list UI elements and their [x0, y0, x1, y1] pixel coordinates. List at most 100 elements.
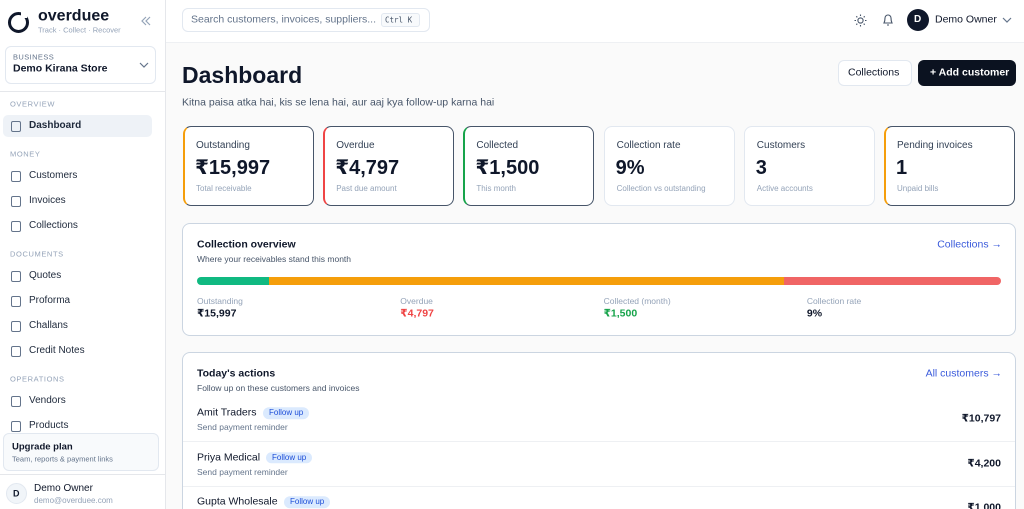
user-area[interactable]: [0, 474, 165, 509]
business-switcher[interactable]: [5, 46, 156, 84]
nav-item[interactable]: Collections: [29, 220, 78, 231]
logo: [8, 12, 29, 33]
stat-label: Collected: [476, 140, 519, 151]
brand: overduee: [38, 7, 110, 25]
nav-section-label: MONEY: [10, 149, 41, 159]
topbar-initial: D: [914, 14, 922, 25]
actions-subtitle: Follow up on these customers and invoice…: [197, 382, 360, 393]
status-tag: Follow up: [266, 451, 313, 464]
stat-label: Overdue: [336, 140, 375, 151]
stat-card: [323, 126, 455, 206]
stat-card: [884, 126, 1015, 206]
bar-outstanding: [269, 277, 784, 285]
shortcut-badge: [381, 13, 420, 27]
overview-label: Outstanding: [197, 295, 243, 306]
nav-item[interactable]: Vendors: [29, 395, 66, 406]
collection-bar: [197, 277, 1001, 285]
collections-button[interactable]: [838, 60, 912, 86]
stat-label: Outstanding: [196, 140, 250, 151]
action-note: Send payment reminder: [197, 421, 288, 432]
stat-note: Active accounts: [756, 184, 813, 194]
customer-name[interactable]: Priya Medical: [197, 451, 261, 464]
stat-value: ₹15,997: [195, 157, 271, 179]
topbar-avatar[interactable]: [907, 9, 929, 31]
stat-value: ₹1,500: [475, 157, 540, 179]
stat-note: This month: [476, 184, 516, 194]
user-name: Demo Owner: [34, 483, 93, 494]
overview-label: Collected (month): [603, 295, 671, 306]
button-label[interactable]: + Add customer: [930, 66, 1010, 79]
page-subtitle: Kitna paisa atka hai, kis se lena hai, a…: [182, 96, 495, 109]
upgrade-title: Upgrade plan: [12, 441, 73, 453]
tagline: Track · Collect · Recover: [38, 25, 121, 35]
actions-card: [182, 352, 1016, 509]
overview-label: Collection rate: [806, 295, 862, 306]
upgrade-box[interactable]: [3, 433, 159, 471]
status-tag: Follow up: [284, 496, 331, 509]
shortcut: Ctrl K: [385, 15, 413, 25]
nav-item[interactable]: Products: [29, 420, 69, 431]
status-tag: Follow up: [263, 407, 310, 419]
overview-value: ₹1,500: [603, 307, 638, 320]
amount: ₹10,797: [961, 412, 1001, 425]
nav-item[interactable]: Proforma: [29, 295, 71, 306]
main: Search customers, invoices, suppliers...…: [166, 0, 1024, 509]
bar-collected: [197, 277, 270, 285]
user-chevron[interactable]: [1002, 16, 1012, 24]
nav-item[interactable]: Credit Notes: [29, 345, 85, 356]
nav-active[interactable]: [3, 115, 152, 137]
business-name: Demo Kirana Store: [13, 62, 108, 75]
customer-name[interactable]: Gupta Wholesale: [197, 496, 278, 509]
stat-card: [743, 126, 875, 206]
collapse-icon[interactable]: [140, 15, 152, 27]
nav-icon: [11, 196, 21, 207]
upgrade-text: Team, reports & payment links: [12, 454, 113, 464]
overview-title: Collection overview: [197, 238, 296, 251]
business-label: BUSINESS: [13, 52, 55, 62]
add-customer-button[interactable]: [918, 60, 1016, 86]
overview-value: ₹4,797: [400, 307, 434, 320]
actions-title: Today's actions: [197, 367, 276, 380]
nav-icon: [11, 321, 21, 332]
topbar-user-name: Demo Owner: [935, 13, 997, 26]
nav-item[interactable]: Quotes: [29, 270, 62, 281]
row-divider: [183, 441, 1015, 442]
overview-value: ₹15,997: [197, 307, 237, 320]
page-title: Dashboard: [182, 62, 303, 89]
stat-note: Total receivable: [196, 184, 252, 194]
nav-section-label: OPERATIONS: [10, 374, 65, 384]
button-label[interactable]: Collections: [848, 66, 900, 79]
overview-subtitle: Where your receivables stand this month: [197, 253, 352, 264]
user-email: demo@overduee.com: [34, 496, 113, 506]
search-placeholder: Search customers, invoices, suppliers...: [191, 13, 376, 26]
nav-icon: [11, 221, 21, 232]
sidebar: overduee Track · Collect · Recover BUSINES…: [0, 0, 166, 509]
actions-link[interactable]: All customers →: [925, 367, 1002, 380]
customer-name[interactable]: Amit Traders: [197, 406, 257, 419]
nav-section-label: DOCUMENTS: [10, 249, 64, 259]
action-note: Send payment reminder: [197, 466, 288, 477]
theme-toggle[interactable]: [854, 14, 867, 27]
nav-item[interactable]: Customers: [29, 170, 78, 181]
stat-value: ₹4,797: [335, 157, 400, 179]
row-divider: [183, 486, 1015, 487]
nav-icon: [11, 296, 21, 307]
stat-card: [183, 126, 314, 206]
nav-item[interactable]: Dashboard: [29, 120, 82, 131]
nav-section-label: OVERVIEW: [10, 99, 56, 109]
nav-item[interactable]: Invoices: [29, 195, 66, 206]
stat-value: 9%: [615, 157, 645, 179]
bar-overdue: [783, 277, 1001, 285]
stat-card: [603, 126, 735, 206]
stat-label: Pending invoices: [897, 140, 973, 151]
nav-item[interactable]: Challans: [29, 320, 68, 331]
overview-link[interactable]: Collections →: [937, 238, 1002, 251]
stat-note: Unpaid bills: [897, 184, 939, 194]
nav-icon: [11, 346, 21, 357]
overview-value: 9%: [806, 307, 823, 320]
nav-icon: [11, 396, 21, 407]
nav-icon: [11, 121, 21, 132]
overview-label: Overdue: [400, 295, 433, 306]
notifications[interactable]: [882, 13, 894, 27]
